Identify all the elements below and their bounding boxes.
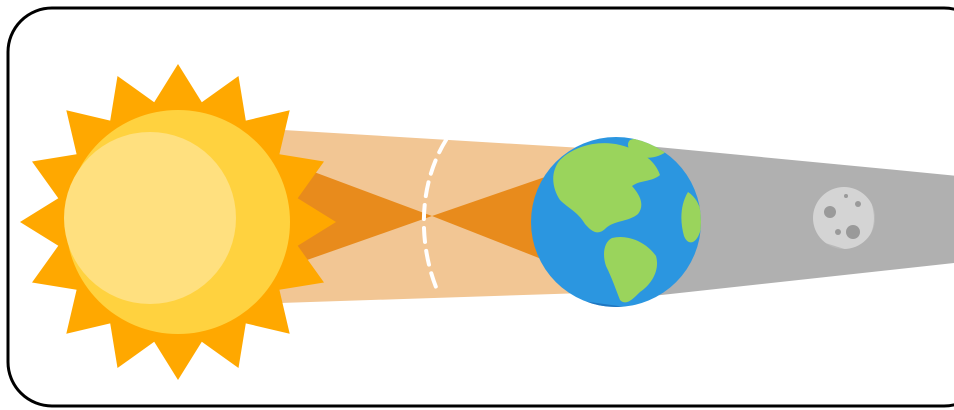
focal-dashed-line — [421, 138, 448, 294]
umbra-cone-left — [290, 163, 432, 266]
sun-icon — [20, 64, 336, 380]
earth-shadow-region — [616, 143, 954, 300]
diagram-frame — [6, 6, 954, 408]
